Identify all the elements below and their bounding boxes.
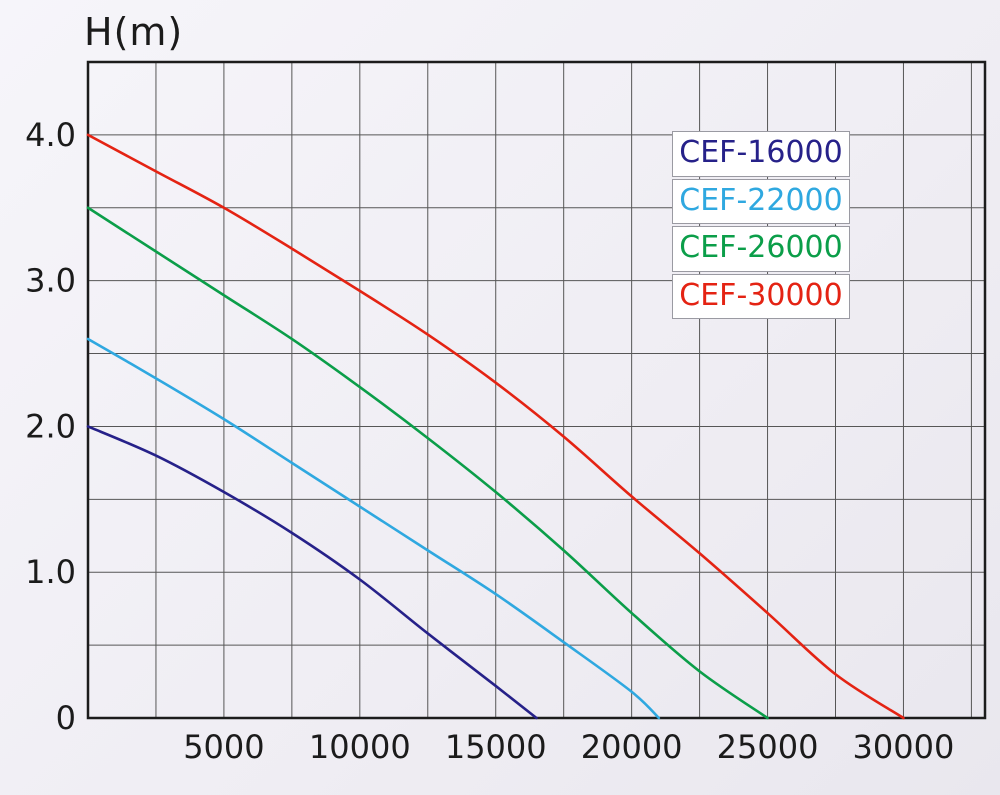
legend: CEF-16000 CEF-22000 CEF-26000 CEF-30000 xyxy=(672,131,850,320)
y-tick-label: 1.0 xyxy=(25,553,76,591)
x-tick-label: 5000 xyxy=(183,728,264,766)
x-tick-label: 15000 xyxy=(445,728,547,766)
series-curve-cef-22000 xyxy=(86,337,661,720)
series-curve-cef-26000 xyxy=(86,206,769,720)
legend-item-cef-16000: CEF-16000 xyxy=(672,131,850,177)
series-curve-cef-30000 xyxy=(86,133,905,720)
legend-item-cef-26000: CEF-26000 xyxy=(672,226,850,272)
plot-border xyxy=(86,60,987,720)
chart-title: H(m) xyxy=(84,10,184,54)
legend-item-cef-22000: CEF-22000 xyxy=(672,178,850,225)
x-tick-label: 10000 xyxy=(309,728,411,766)
x-tick-label: 20000 xyxy=(581,728,683,766)
legend-item-cef-30000: CEF-30000 xyxy=(672,273,850,320)
y-tick-label: 2.0 xyxy=(25,407,76,445)
x-tick-label: 25000 xyxy=(717,728,819,766)
series-curve-cef-16000 xyxy=(86,425,538,720)
y-tick-label: 3.0 xyxy=(25,262,76,300)
y-tick-label: 0 xyxy=(56,699,76,737)
x-tick-label: 30000 xyxy=(853,728,955,766)
y-tick-label: 4.0 xyxy=(25,116,76,154)
